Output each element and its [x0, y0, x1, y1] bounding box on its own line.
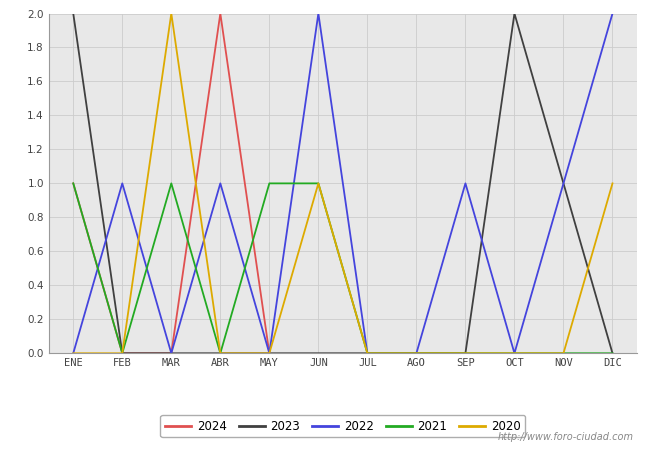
- Legend: 2024, 2023, 2022, 2021, 2020: 2024, 2023, 2022, 2021, 2020: [161, 415, 525, 437]
- Text: Matriculaciones de Vehiculos en Cubillas de los Oteros: Matriculaciones de Vehiculos en Cubillas…: [116, 15, 534, 30]
- Text: http://www.foro-ciudad.com: http://www.foro-ciudad.com: [498, 432, 634, 442]
